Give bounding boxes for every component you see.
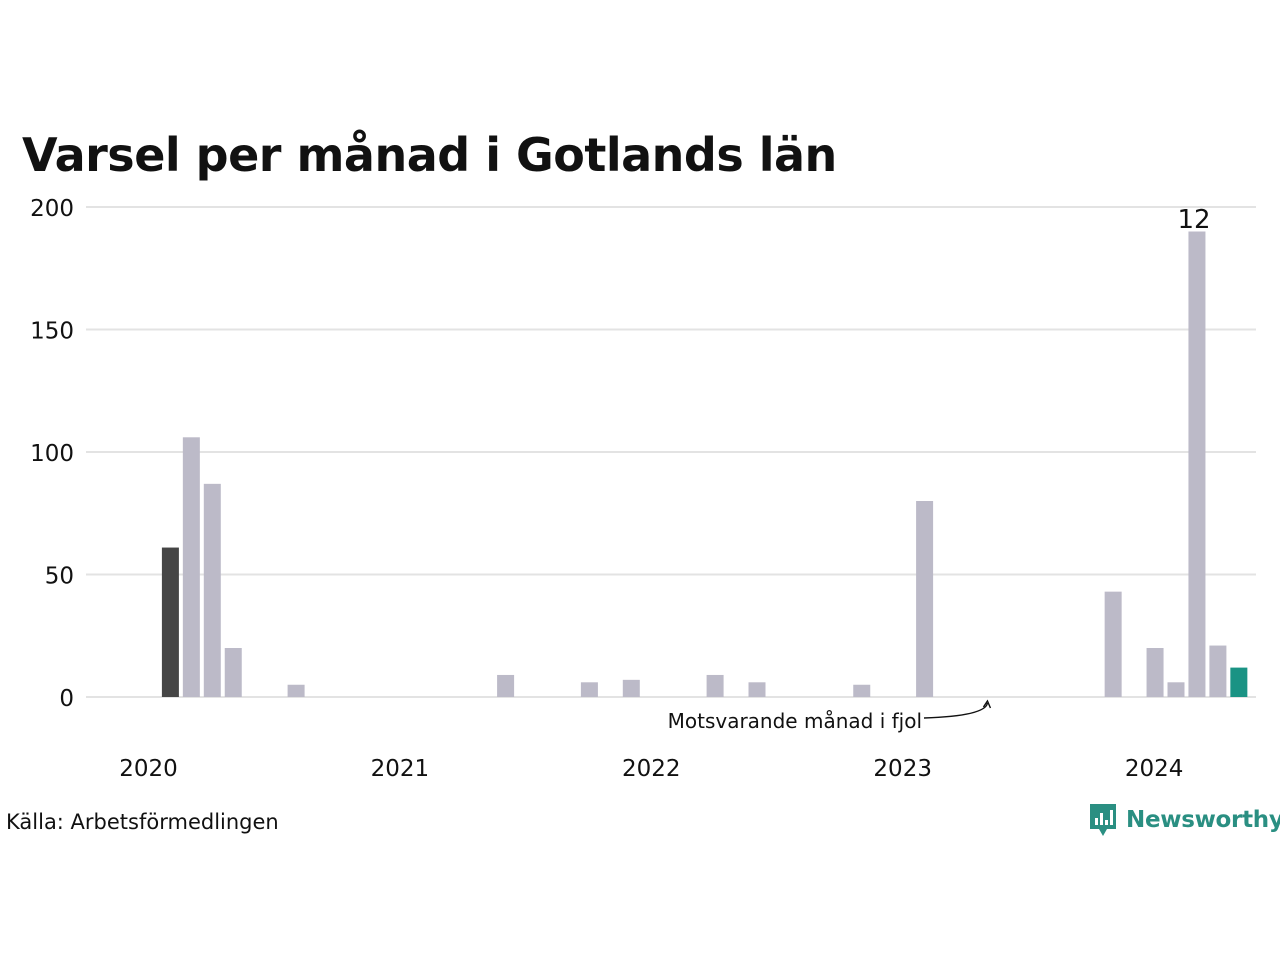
grid-lines bbox=[86, 206, 1256, 698]
bar bbox=[287, 684, 305, 697]
bars bbox=[161, 231, 1248, 697]
brand-name: Newsworthy bbox=[1126, 807, 1280, 833]
x-tick-label: 2023 bbox=[873, 756, 932, 782]
bar bbox=[580, 682, 598, 697]
bar bbox=[203, 483, 221, 697]
newsworthy-logo-icon bbox=[1090, 804, 1116, 836]
bar bbox=[1104, 591, 1122, 697]
annotation-label: Motsvarande månad i fjol bbox=[668, 709, 922, 733]
y-tick-label: 150 bbox=[30, 319, 74, 345]
bar bbox=[182, 437, 200, 697]
chart-title: Varsel per månad i Gotlands län bbox=[22, 128, 837, 182]
y-tick-label: 100 bbox=[30, 441, 74, 467]
bar bbox=[1209, 645, 1227, 697]
annotation: Motsvarande månad i fjol bbox=[668, 699, 992, 733]
y-tick-label: 50 bbox=[45, 564, 74, 590]
bar bbox=[1146, 648, 1164, 697]
bar bbox=[853, 684, 871, 697]
y-tick-label: 200 bbox=[30, 196, 74, 222]
x-tick-label: 2024 bbox=[1125, 756, 1184, 782]
bar bbox=[1230, 667, 1248, 697]
bar bbox=[161, 547, 179, 697]
annotation-arrowhead bbox=[982, 699, 992, 709]
axis-labels: 0 50 100 150 200 2020 2021 2022 2023 2024 12 bbox=[30, 196, 1210, 782]
x-tick-label: 2020 bbox=[119, 756, 178, 782]
bar bbox=[497, 674, 515, 697]
annotation-arrow bbox=[923, 702, 989, 719]
bar bbox=[706, 674, 724, 697]
bar bbox=[622, 679, 640, 697]
x-tick-label: 2021 bbox=[371, 756, 430, 782]
bar bbox=[748, 682, 766, 697]
bar bbox=[916, 501, 934, 697]
y-tick-label: 0 bbox=[59, 686, 74, 712]
bar bbox=[1188, 231, 1206, 697]
bar bbox=[1167, 682, 1185, 697]
current-value-label: 12 bbox=[1177, 205, 1210, 235]
brand-logo: Newsworthy bbox=[1088, 802, 1280, 838]
bar bbox=[224, 648, 242, 697]
source-note: Källa: Arbetsförmedlingen bbox=[6, 810, 279, 834]
x-tick-label: 2022 bbox=[622, 756, 681, 782]
